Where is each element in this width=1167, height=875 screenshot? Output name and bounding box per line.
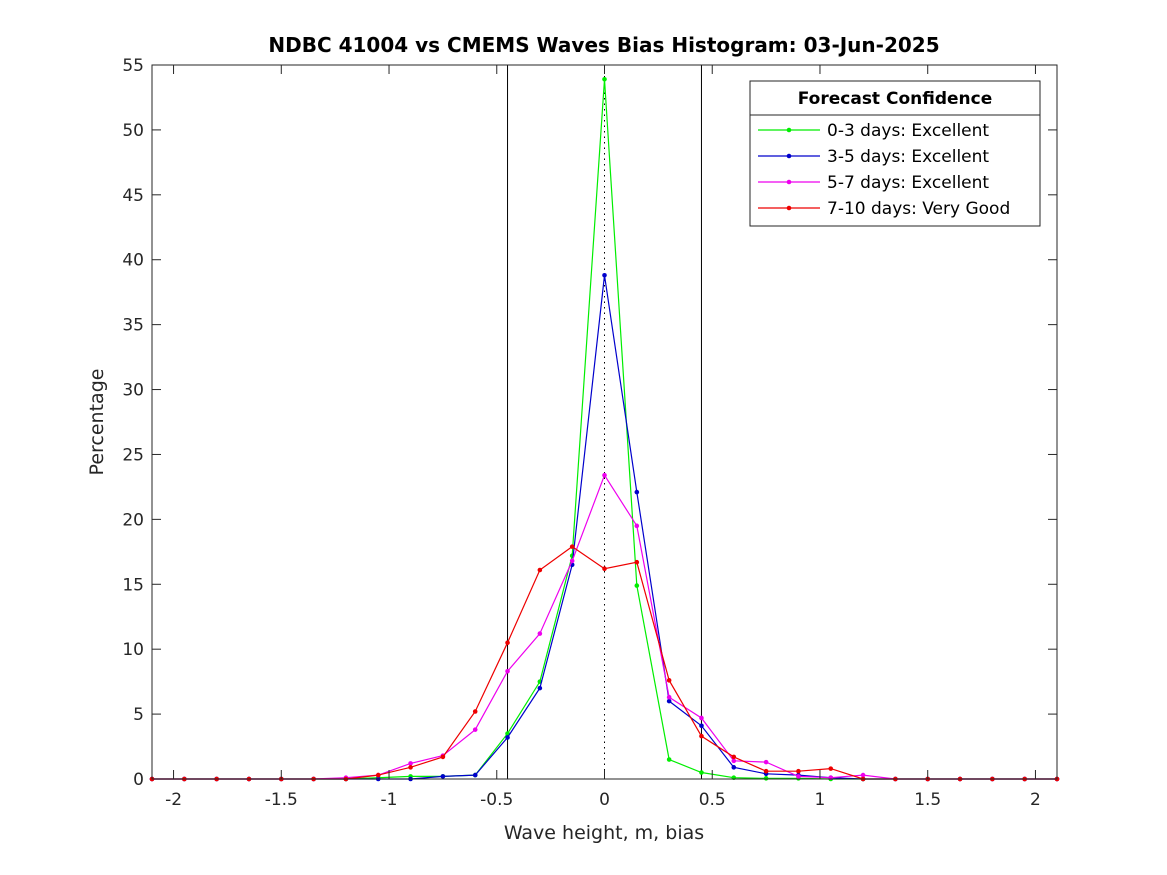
data-point bbox=[699, 715, 704, 721]
legend-marker bbox=[786, 153, 792, 159]
legend-entries: 0-3 days: Excellent 3-5 days: Excellent 5-… bbox=[758, 121, 1010, 219]
data-point bbox=[763, 768, 769, 774]
legend-label: 0-3 days: Excellent bbox=[827, 121, 989, 141]
data-point bbox=[634, 523, 640, 529]
data-point bbox=[537, 567, 543, 573]
y-axis-ticks: 0 5 10 15 20 25 30 35 40 45 50 55 bbox=[122, 56, 1057, 790]
data-point bbox=[666, 694, 672, 700]
data-point bbox=[472, 772, 478, 778]
data-point bbox=[440, 774, 446, 779]
data-point bbox=[634, 489, 640, 495]
x-tick-label: 0.5 bbox=[699, 790, 726, 810]
x-tick-label: -2 bbox=[165, 790, 182, 810]
legend-box bbox=[749, 80, 1041, 227]
legend-marker bbox=[786, 205, 792, 211]
legend-title: Forecast Confidence bbox=[798, 89, 993, 109]
legend-marker bbox=[786, 127, 792, 133]
legend-entry: 3-5 days: Excellent bbox=[758, 147, 989, 167]
y-tick-label: 10 bbox=[122, 640, 144, 660]
data-point bbox=[666, 678, 672, 683]
legend-marker bbox=[786, 179, 792, 185]
x-tick-label: 0 bbox=[599, 790, 610, 810]
data-point bbox=[602, 76, 607, 82]
y-tick-label: 20 bbox=[122, 510, 144, 530]
data-point bbox=[602, 566, 607, 571]
y-tick-label: 25 bbox=[122, 445, 144, 465]
x-tick-label: -0.5 bbox=[480, 790, 513, 810]
data-point bbox=[569, 558, 575, 564]
data-point bbox=[731, 754, 737, 760]
data-point bbox=[408, 765, 413, 770]
data-point bbox=[472, 727, 478, 732]
data-point bbox=[472, 709, 478, 714]
data-point bbox=[440, 754, 446, 760]
data-point bbox=[666, 698, 672, 704]
data-point bbox=[569, 544, 575, 549]
data-point bbox=[666, 757, 672, 762]
legend-entry: 0-3 days: Excellent bbox=[758, 121, 989, 141]
x-tick-label: 1 bbox=[815, 790, 826, 810]
y-tick-label: 45 bbox=[122, 186, 144, 206]
y-axis-label: Percentage bbox=[86, 369, 108, 476]
legend-entry: 5-7 days: Excellent bbox=[758, 173, 989, 193]
legend-label: 7-10 days: Very Good bbox=[827, 199, 1010, 219]
data-point bbox=[537, 685, 543, 691]
data-point bbox=[699, 723, 704, 729]
data-point bbox=[731, 765, 737, 770]
y-tick-label: 15 bbox=[122, 575, 144, 595]
legend: Forecast Confidence 0-3 days: Excellent 3… bbox=[749, 80, 1041, 227]
data-point bbox=[763, 776, 769, 781]
x-tick-label: -1 bbox=[381, 790, 398, 810]
data-point bbox=[731, 758, 737, 764]
data-point bbox=[408, 761, 413, 766]
y-tick-label: 40 bbox=[122, 251, 144, 271]
reference-lines bbox=[507, 65, 702, 779]
data-point bbox=[505, 640, 510, 645]
legend-label: 5-7 days: Excellent bbox=[827, 173, 989, 193]
y-tick-label: 50 bbox=[122, 121, 144, 141]
data-point bbox=[602, 472, 607, 478]
x-tick-label: 1.5 bbox=[914, 790, 941, 810]
data-point bbox=[796, 774, 801, 779]
data-point bbox=[796, 768, 801, 774]
data-point bbox=[699, 770, 704, 775]
y-tick-label: 55 bbox=[122, 56, 144, 76]
data-point bbox=[634, 559, 640, 565]
data-point bbox=[505, 735, 510, 740]
data-point bbox=[828, 766, 834, 771]
data-point bbox=[505, 668, 510, 674]
data-point bbox=[699, 733, 704, 739]
y-tick-label: 5 bbox=[133, 705, 144, 725]
x-axis-label: Wave height, m, bias bbox=[504, 822, 704, 844]
legend-label: 3-5 days: Excellent bbox=[827, 147, 989, 167]
x-tick-label: -1.5 bbox=[265, 790, 298, 810]
legend-entry: 7-10 days: Very Good bbox=[758, 199, 1010, 219]
data-point bbox=[375, 772, 381, 778]
y-tick-label: 30 bbox=[122, 381, 144, 401]
y-tick-label: 0 bbox=[133, 770, 144, 790]
data-point bbox=[634, 583, 640, 588]
data-point bbox=[537, 631, 543, 636]
data-point bbox=[763, 759, 769, 765]
data-point bbox=[602, 273, 607, 278]
data-point bbox=[860, 772, 866, 778]
y-tick-label: 35 bbox=[122, 316, 144, 336]
x-tick-label: 2 bbox=[1030, 790, 1041, 810]
x-axis-ticks: -2 -1.5 -1 -0.5 0 0.5 1 1.5 2 bbox=[165, 65, 1041, 810]
chart-title: NDBC 41004 vs CMEMS Waves Bias Histogram… bbox=[268, 33, 939, 57]
